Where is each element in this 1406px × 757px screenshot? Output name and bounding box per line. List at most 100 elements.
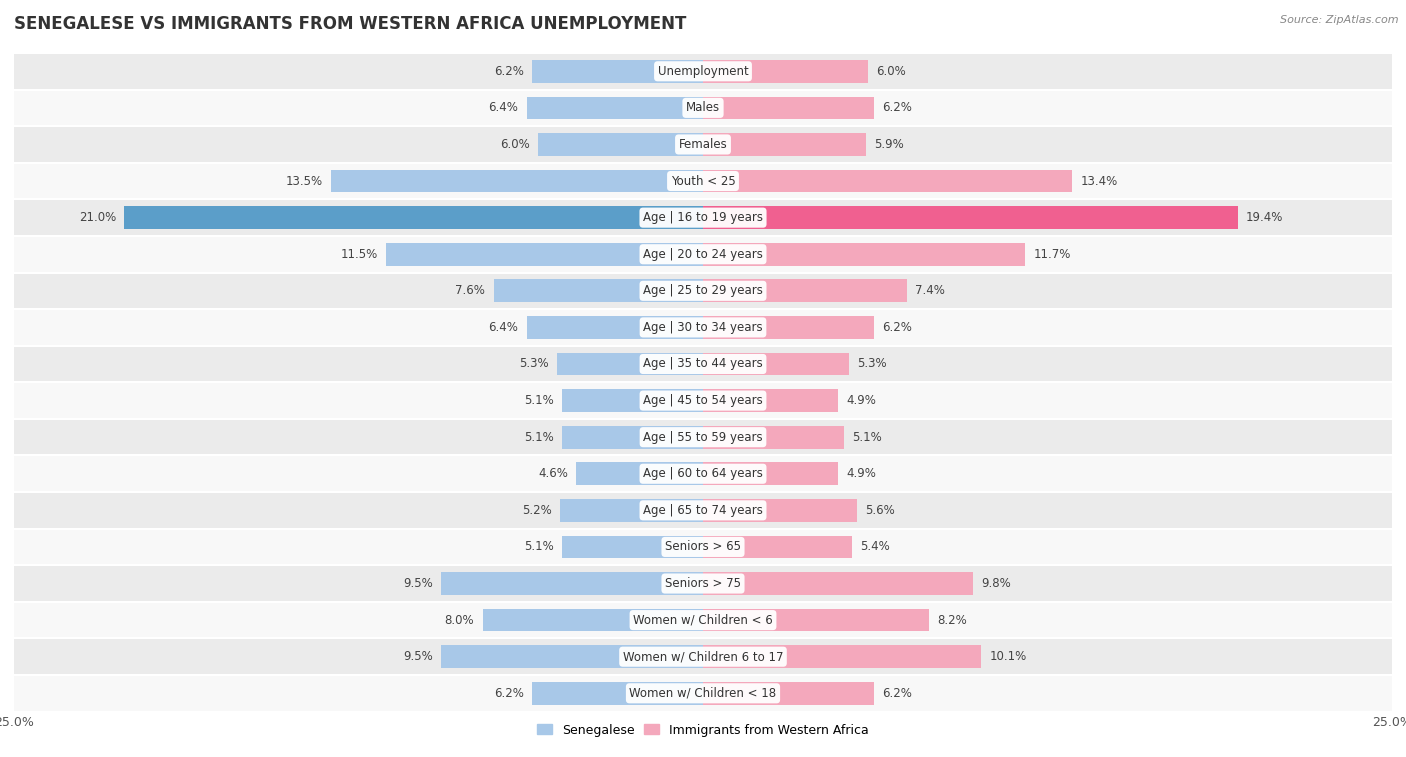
Text: Age | 45 to 54 years: Age | 45 to 54 years [643,394,763,407]
Bar [703,499,858,522]
Text: 5.1%: 5.1% [852,431,882,444]
Bar [482,609,703,631]
Bar [703,609,929,631]
Text: 11.5%: 11.5% [340,248,378,260]
Text: 5.2%: 5.2% [522,504,551,517]
Text: 7.4%: 7.4% [915,285,945,298]
Text: 21.0%: 21.0% [79,211,117,224]
Bar [703,207,1237,229]
Bar [14,638,1392,675]
Text: 9.5%: 9.5% [404,650,433,663]
Text: 19.4%: 19.4% [1246,211,1284,224]
Bar [576,463,703,485]
Text: 8.0%: 8.0% [444,614,474,627]
Text: 9.8%: 9.8% [981,577,1011,590]
Text: 6.2%: 6.2% [494,687,524,699]
Bar [14,492,1392,528]
Text: Females: Females [679,138,727,151]
Legend: Senegalese, Immigrants from Western Africa: Senegalese, Immigrants from Western Afri… [531,718,875,742]
Text: SENEGALESE VS IMMIGRANTS FROM WESTERN AFRICA UNEMPLOYMENT: SENEGALESE VS IMMIGRANTS FROM WESTERN AF… [14,15,686,33]
Text: 5.3%: 5.3% [858,357,887,370]
Text: 4.6%: 4.6% [538,467,568,480]
Bar [14,89,1392,126]
Bar [703,389,838,412]
Bar [330,170,703,192]
Bar [703,536,852,558]
Bar [560,499,703,522]
Text: 6.2%: 6.2% [882,687,912,699]
Bar [14,53,1392,89]
Bar [703,316,875,338]
Bar [14,382,1392,419]
Text: Age | 20 to 24 years: Age | 20 to 24 years [643,248,763,260]
Text: Seniors > 75: Seniors > 75 [665,577,741,590]
Bar [14,163,1392,199]
Text: 6.0%: 6.0% [499,138,530,151]
Bar [124,207,703,229]
Bar [494,279,703,302]
Bar [441,572,703,595]
Text: 10.1%: 10.1% [990,650,1026,663]
Bar [14,199,1392,236]
Bar [557,353,703,375]
Bar [527,97,703,119]
Text: 6.2%: 6.2% [494,65,524,78]
Text: 5.3%: 5.3% [519,357,548,370]
Bar [703,682,875,705]
Bar [703,133,866,156]
Bar [703,646,981,668]
Bar [441,646,703,668]
Text: 4.9%: 4.9% [846,467,876,480]
Text: 5.4%: 5.4% [860,540,890,553]
Text: 13.4%: 13.4% [1081,175,1118,188]
Bar [562,536,703,558]
Text: Age | 30 to 34 years: Age | 30 to 34 years [643,321,763,334]
Bar [14,565,1392,602]
Text: Age | 16 to 19 years: Age | 16 to 19 years [643,211,763,224]
Bar [387,243,703,266]
Bar [14,236,1392,273]
Text: 6.4%: 6.4% [488,321,519,334]
Bar [14,346,1392,382]
Text: Males: Males [686,101,720,114]
Bar [14,528,1392,565]
Bar [703,463,838,485]
Bar [14,602,1392,638]
Bar [703,279,907,302]
Text: Age | 25 to 29 years: Age | 25 to 29 years [643,285,763,298]
Bar [14,273,1392,309]
Bar [703,353,849,375]
Text: Age | 55 to 59 years: Age | 55 to 59 years [643,431,763,444]
Text: Source: ZipAtlas.com: Source: ZipAtlas.com [1281,15,1399,25]
Text: 5.6%: 5.6% [866,504,896,517]
Text: Age | 35 to 44 years: Age | 35 to 44 years [643,357,763,370]
Text: Women w/ Children < 18: Women w/ Children < 18 [630,687,776,699]
Bar [703,243,1025,266]
Text: Age | 60 to 64 years: Age | 60 to 64 years [643,467,763,480]
Text: Unemployment: Unemployment [658,65,748,78]
Text: 7.6%: 7.6% [456,285,485,298]
Bar [14,456,1392,492]
Bar [703,60,869,83]
Text: Seniors > 65: Seniors > 65 [665,540,741,553]
Text: 11.7%: 11.7% [1033,248,1071,260]
Bar [14,126,1392,163]
Text: 5.1%: 5.1% [524,394,554,407]
Bar [14,309,1392,346]
Text: 6.4%: 6.4% [488,101,519,114]
Text: 6.0%: 6.0% [876,65,907,78]
Text: 5.1%: 5.1% [524,431,554,444]
Bar [703,97,875,119]
Bar [703,426,844,448]
Text: 8.2%: 8.2% [938,614,967,627]
Bar [703,170,1073,192]
Bar [531,60,703,83]
Text: Women w/ Children 6 to 17: Women w/ Children 6 to 17 [623,650,783,663]
Text: 5.1%: 5.1% [524,540,554,553]
Text: 5.9%: 5.9% [875,138,904,151]
Bar [527,316,703,338]
Text: 13.5%: 13.5% [285,175,323,188]
Bar [531,682,703,705]
Bar [537,133,703,156]
Bar [14,675,1392,712]
